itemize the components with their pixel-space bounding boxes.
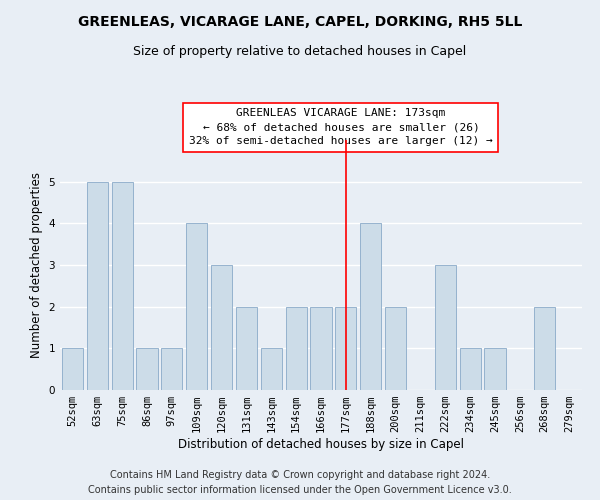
Bar	[161, 348, 182, 390]
Bar	[112, 182, 133, 390]
Bar	[335, 306, 356, 390]
Bar	[484, 348, 506, 390]
Text: Size of property relative to detached houses in Capel: Size of property relative to detached ho…	[133, 45, 467, 58]
Bar	[460, 348, 481, 390]
Text: GREENLEAS VICARAGE LANE: 173sqm
← 68% of detached houses are smaller (26)
32% of: GREENLEAS VICARAGE LANE: 173sqm ← 68% of…	[189, 108, 493, 146]
Y-axis label: Number of detached properties: Number of detached properties	[30, 172, 43, 358]
Bar	[435, 265, 456, 390]
Bar	[534, 306, 555, 390]
Bar	[236, 306, 257, 390]
Bar	[261, 348, 282, 390]
Bar	[310, 306, 332, 390]
Bar	[87, 182, 108, 390]
Bar	[360, 224, 381, 390]
Bar	[62, 348, 83, 390]
Text: Contains HM Land Registry data © Crown copyright and database right 2024.
Contai: Contains HM Land Registry data © Crown c…	[88, 470, 512, 495]
Bar	[186, 224, 207, 390]
Bar	[286, 306, 307, 390]
Text: GREENLEAS, VICARAGE LANE, CAPEL, DORKING, RH5 5LL: GREENLEAS, VICARAGE LANE, CAPEL, DORKING…	[78, 15, 522, 29]
Bar	[385, 306, 406, 390]
Bar	[211, 265, 232, 390]
Bar	[136, 348, 158, 390]
X-axis label: Distribution of detached houses by size in Capel: Distribution of detached houses by size …	[178, 438, 464, 451]
